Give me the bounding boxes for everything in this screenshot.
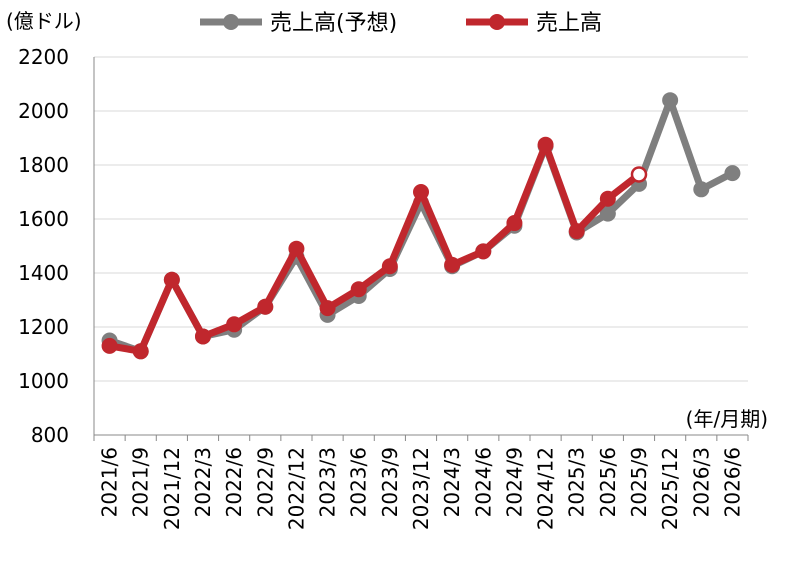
- series-0-point-2026/3: [693, 181, 710, 198]
- x-tick-2021/6: 2021/6: [98, 447, 122, 517]
- legend: 売上高(予想) 売上高: [200, 11, 602, 36]
- y-tick-1600: 1600: [18, 207, 69, 231]
- series-1-point-2023/6: [350, 281, 367, 298]
- x-tick-2022/9: 2022/9: [253, 447, 277, 517]
- legend-actual-label: 売上高: [536, 11, 602, 36]
- series-0-line: [106, 96, 736, 355]
- y-tick-1200: 1200: [18, 315, 69, 339]
- x-axis-label: (年/月期): [686, 407, 768, 431]
- series-1-point-2022/6: [226, 316, 243, 333]
- legend-actual-marker: [489, 14, 505, 30]
- x-tick-2021/9: 2021/9: [129, 447, 153, 517]
- x-tick-2022/3: 2022/3: [191, 447, 215, 517]
- x-tick-2025/3: 2025/3: [565, 447, 589, 517]
- x-tick-2021/12: 2021/12: [160, 447, 184, 530]
- x-tick-2025/9: 2025/9: [627, 447, 651, 517]
- legend-forecast-label: 売上高(予想): [270, 11, 397, 36]
- series-1-point-2021/12: [163, 271, 180, 288]
- series-0-point-2025/6: [599, 205, 616, 222]
- y-tick-800: 800: [31, 423, 69, 447]
- y-tick-2200: 2200: [18, 45, 69, 69]
- series-1-point-2022/9: [257, 298, 274, 315]
- series-1-point-2023/9: [381, 258, 398, 275]
- x-tick-2025/12: 2025/12: [658, 447, 682, 530]
- series-layer: [101, 92, 741, 360]
- series-1-line: [106, 141, 643, 355]
- x-tick-2023/3: 2023/3: [316, 447, 340, 517]
- x-tick-2024/12: 2024/12: [534, 447, 558, 530]
- series-0-point-2025/12: [662, 92, 679, 109]
- series-1-point-2024/12: [537, 136, 554, 153]
- axes: [93, 57, 749, 441]
- y-tick-1400: 1400: [18, 261, 69, 285]
- series-1-point-2024/9: [506, 215, 523, 232]
- x-tick-2026/6: 2026/6: [720, 447, 744, 517]
- x-tick-2024/6: 2024/6: [471, 447, 495, 517]
- y-tick-1000: 1000: [18, 369, 69, 393]
- legend-forecast-marker: [223, 14, 239, 30]
- x-tick-2023/6: 2023/6: [347, 447, 371, 517]
- series-1-point-2025/9: [630, 166, 648, 183]
- y-axis-label: (億ドル): [6, 9, 82, 33]
- series-1-point-2021/6: [101, 337, 118, 354]
- y-tick-2000: 2000: [18, 99, 69, 123]
- series-1-point-2023/3: [319, 300, 336, 317]
- x-tick-2025/6: 2025/6: [596, 447, 620, 517]
- x-tick-labels: 2021/6 2021/9 2021/12 2022/3 2022/6 2022/9 202…: [98, 447, 745, 530]
- series-0-point-2026/6: [724, 165, 741, 182]
- x-tick-2023/9: 2023/9: [378, 447, 402, 517]
- y-tick-1800: 1800: [18, 153, 69, 177]
- x-tick-2026/3: 2026/3: [689, 447, 713, 517]
- series-1-point-2021/9: [132, 343, 149, 360]
- x-tick-2023/12: 2023/12: [409, 447, 433, 530]
- legend-entry-actual: 売上高: [466, 11, 602, 36]
- x-tick-2024/3: 2024/3: [440, 447, 464, 517]
- series-1-point-2024/3: [444, 256, 461, 273]
- legend-entry-forecast: 売上高(予想): [200, 11, 397, 36]
- series-1-point-2022/12: [288, 240, 305, 257]
- series-1: [101, 136, 648, 360]
- x-tick-2022/12: 2022/12: [284, 447, 308, 530]
- series-1-point-2025/3: [568, 223, 585, 240]
- x-tick-2022/6: 2022/6: [222, 447, 246, 517]
- series-1-point-2023/12: [413, 184, 429, 200]
- x-tick-2024/9: 2024/9: [502, 447, 526, 517]
- series-1-point-2025/6: [599, 190, 616, 207]
- y-tick-labels: 800 1000 1200 1400 1600 1800 2000 2200: [18, 45, 69, 447]
- grid-lines: [94, 56, 748, 382]
- series-1-point-2022/3: [195, 328, 211, 345]
- series-1-point-2024/6: [475, 243, 492, 260]
